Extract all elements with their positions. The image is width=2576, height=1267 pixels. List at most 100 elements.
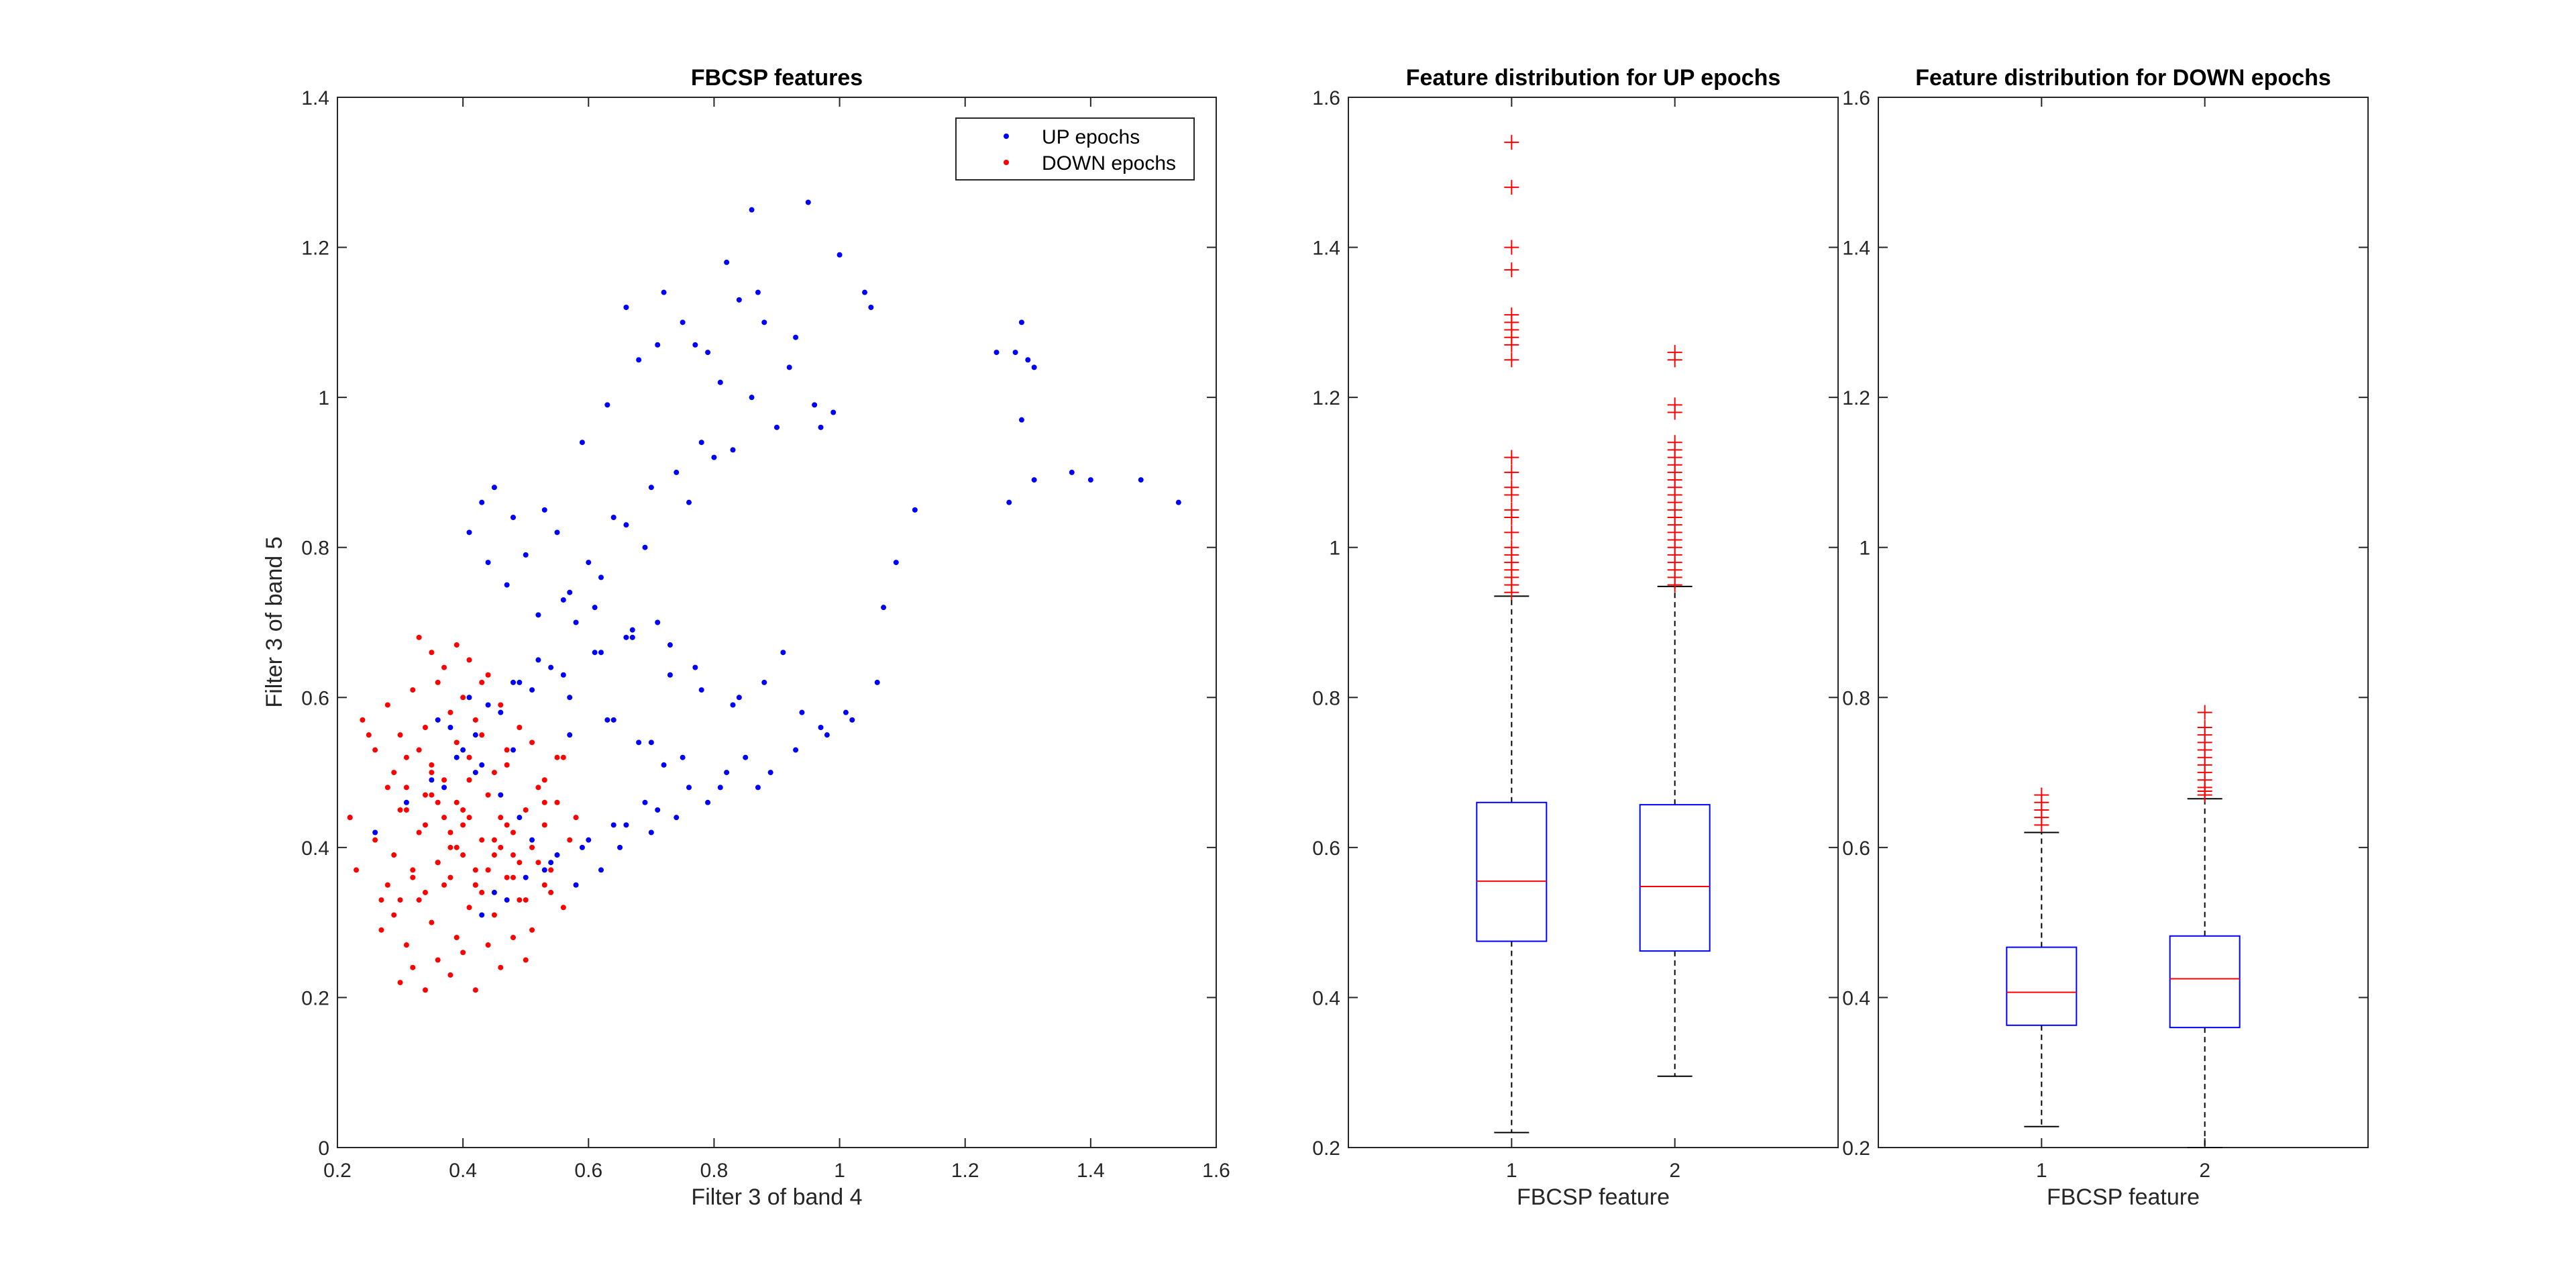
scatter-x-tick-label: 1 (834, 1160, 845, 1182)
up-epoch-point (692, 664, 698, 670)
down-epoch-point (429, 650, 435, 656)
down-epoch-point (560, 905, 566, 911)
up-epoch-point (724, 259, 730, 265)
down-epoch-point (435, 957, 441, 963)
up-epoch-point (1012, 350, 1018, 356)
down-epoch-point (460, 852, 466, 858)
down-boxplot-x-axis-label: FBCSP feature (2047, 1184, 2200, 1210)
up-epoch-point (667, 672, 673, 678)
up-epoch-point (511, 747, 516, 753)
up-epoch-point (780, 650, 786, 656)
down-epoch-point (423, 987, 428, 993)
up-epoch-point (655, 619, 661, 625)
down-epoch-point (541, 882, 547, 888)
down-epoch-point (447, 829, 453, 835)
down-boxplot-box (2006, 946, 2078, 1026)
down-epoch-point (378, 927, 384, 933)
down-epoch-point (453, 844, 460, 850)
up-epoch-point (573, 619, 579, 625)
up-epoch-point (893, 560, 899, 566)
up-epoch-point (655, 342, 661, 348)
up-epoch-point (560, 597, 566, 603)
scatter-y-tick-label: 0 (318, 1137, 329, 1160)
down-epoch-point (554, 754, 560, 760)
up-epoch-point (698, 440, 704, 446)
up-epoch-point (485, 702, 491, 708)
up-epoch-point (1006, 499, 1012, 505)
up-boxplot-y-tick-label: 0.2 (1312, 1137, 1340, 1160)
up-epoch-point (472, 770, 478, 776)
down-epoch-point (429, 792, 435, 798)
down-boxplot-x-tick-label: 2 (2199, 1160, 2210, 1182)
down-epoch-point (372, 837, 378, 843)
down-epoch-point (491, 912, 497, 918)
up-boxplot-x-tick-label: 2 (1669, 1160, 1680, 1182)
scatter-y-tick-label: 0.6 (301, 687, 329, 709)
down-epoch-point (416, 634, 422, 640)
up-epoch-point (604, 402, 610, 408)
down-epoch-point (517, 860, 523, 866)
scatter-x-axis-label: Filter 3 of band 4 (691, 1184, 862, 1210)
down-epoch-point (460, 695, 466, 701)
down-epoch-point (423, 889, 428, 895)
down-epoch-point (472, 987, 478, 993)
down-epoch-point (523, 957, 529, 963)
up-epoch-point (843, 709, 849, 715)
down-epoch-point (429, 770, 435, 776)
down-epoch-point (384, 882, 390, 888)
up-epoch-point (517, 679, 523, 685)
down-epoch-point (403, 942, 409, 948)
up-epoch-point (680, 754, 686, 760)
up-epoch-point (623, 522, 629, 528)
scatter-ticks: 0.2 0.4 0.6 0.8 1 1.2 1.4 1.600.20.40.60.811.21… (301, 87, 1230, 1182)
down-boxplot-axes-box (1878, 97, 2369, 1148)
up-boxplot-outlier (1504, 240, 1519, 255)
down-epoch-point (498, 702, 504, 708)
scatter-y-tick-label: 1 (318, 387, 329, 409)
up-boxplot-y-tick-label: 0.8 (1312, 687, 1340, 709)
down-epoch-point (491, 770, 497, 776)
down-epoch-point (435, 679, 441, 685)
up-epoch-point (598, 650, 604, 656)
down-epoch-point (504, 762, 510, 768)
down-epoch-point (460, 822, 466, 828)
up-epoch-point (579, 844, 585, 850)
up-epoch-point (648, 829, 654, 835)
up-boxplot-outlier (1667, 405, 1682, 420)
up-epoch-point (598, 574, 604, 580)
down-epoch-point (391, 852, 397, 858)
down-epoch-point (453, 799, 460, 805)
up-epoch-point (743, 754, 749, 760)
up-epoch-point (1069, 469, 1075, 475)
scatter-x-tick-label: 1.6 (1202, 1160, 1230, 1182)
up-epoch-point (793, 747, 799, 753)
up-boxplot-y-tick-label: 0.4 (1312, 987, 1340, 1009)
up-epoch-point (674, 815, 680, 821)
up-boxplot-box (1639, 804, 1711, 952)
up-epoch-point (730, 702, 736, 708)
down-epoch-point (441, 664, 447, 670)
up-boxplot-y-tick-label: 1.4 (1312, 238, 1340, 260)
down-epoch-point (560, 754, 566, 760)
up-boxplot-outlier (1504, 337, 1519, 352)
down-epoch-point (429, 919, 435, 925)
down-boxplot-title: Feature distribution for DOWN epochs (1915, 65, 2331, 91)
scatter-x-tick-label: 0.2 (323, 1160, 352, 1182)
up-epoch-point (655, 807, 661, 813)
scatter-y-tick-label: 1.2 (301, 238, 329, 260)
up-boxplot-outlier (1504, 510, 1519, 525)
down-epoch-point (397, 732, 403, 738)
scatter-legend: UP epochs DOWN epochs (955, 117, 1195, 181)
up-boxplot-outlier (1504, 180, 1519, 195)
up-epoch-point (1175, 499, 1181, 505)
up-boxplot-outlier (1504, 450, 1519, 465)
down-epoch-point (511, 874, 516, 880)
up-epoch-point (881, 605, 887, 611)
down-epoch-point (485, 942, 491, 948)
down-epoch-point (391, 912, 397, 918)
up-epoch-point (755, 289, 761, 295)
up-epoch-point (435, 717, 441, 723)
down-epoch-point (491, 852, 497, 858)
up-epoch-point (755, 784, 761, 791)
up-epoch-point (629, 627, 635, 633)
